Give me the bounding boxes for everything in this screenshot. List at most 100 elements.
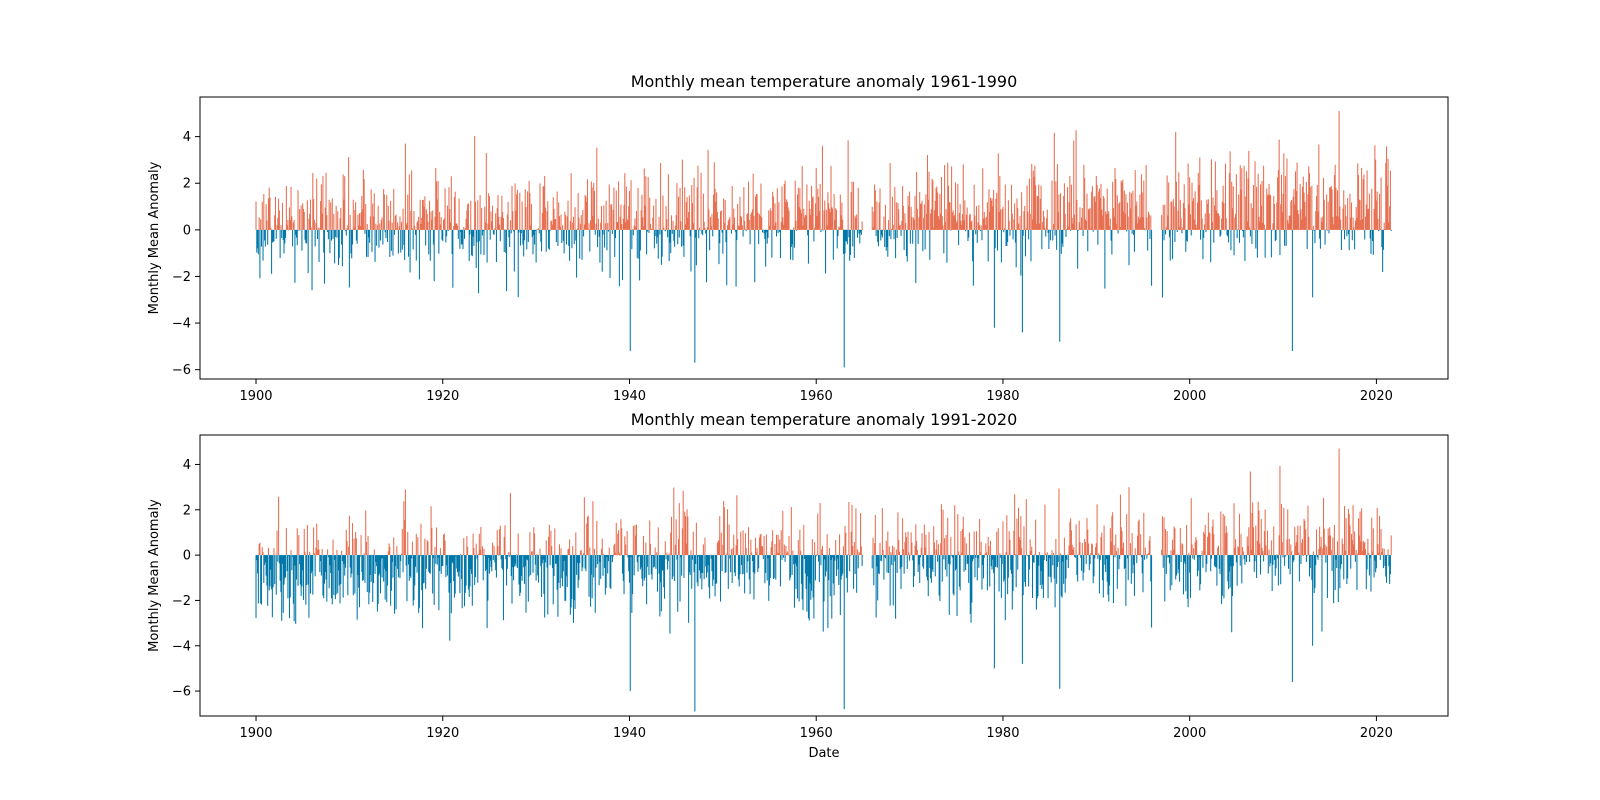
bar-2014-07 <box>1324 544 1326 556</box>
bar-2015-10 <box>1336 555 1338 568</box>
bar-1999-05 <box>1182 555 1184 595</box>
bar-1994-03 <box>1134 548 1136 556</box>
bar-1924-12 <box>488 193 490 230</box>
bar-1966-08 <box>877 229 879 242</box>
bar-1910-10 <box>355 538 357 556</box>
x-tick-label-1960: 1960 <box>800 726 833 741</box>
bar-2005-01 <box>1235 555 1237 563</box>
bar-1904-06 <box>296 229 298 246</box>
bar-1913-08 <box>382 229 384 245</box>
bar-1947-02 <box>695 229 697 238</box>
bar-2020-06 <box>1379 555 1381 560</box>
bar-1913-07 <box>381 217 383 230</box>
bar-1987-05 <box>1070 184 1072 230</box>
bar-1923-06 <box>474 136 476 230</box>
bar-1956-04 <box>780 530 782 556</box>
bar-1944-12 <box>674 225 676 230</box>
bar-1904-02 <box>293 555 295 622</box>
bar-2019-08 <box>1372 551 1374 556</box>
bar-1983-09 <box>1036 195 1038 230</box>
bar-2006-02 <box>1245 171 1248 230</box>
bar-2016-07 <box>1343 555 1345 580</box>
bar-1921-09 <box>457 229 459 239</box>
bar-2020-10 <box>1382 555 1384 569</box>
bar-2017-08 <box>1353 227 1355 230</box>
bar-1901-03 <box>266 220 268 230</box>
bar-1915-04 <box>397 555 399 578</box>
bar-1914-08 <box>391 222 393 230</box>
bar-1972-04 <box>930 555 932 579</box>
bar-1901-11 <box>272 229 274 242</box>
bar-1973-12 <box>945 534 947 556</box>
bar-2019-03 <box>1368 553 1370 556</box>
bar-1981-06 <box>1015 555 1017 588</box>
bar-1934-05 <box>576 229 578 278</box>
bar-1918-10 <box>430 211 432 230</box>
bar-1907-06 <box>324 555 326 572</box>
bar-1984-04 <box>1042 221 1044 230</box>
bar-2002-02 <box>1208 213 1210 230</box>
bar-1955-11 <box>776 552 778 556</box>
bar-1983-10 <box>1037 196 1039 230</box>
bar-1944-06 <box>670 532 672 556</box>
bar-1980-04 <box>1004 184 1006 230</box>
bar-2019-01 <box>1366 170 1368 230</box>
bar-1919-08 <box>438 555 440 611</box>
bar-1912-07 <box>372 555 374 602</box>
bar-1950-03 <box>723 223 725 230</box>
bar-1911-12 <box>366 555 368 593</box>
bar-1922-04 <box>463 226 465 230</box>
bar-1900-09 <box>261 201 263 230</box>
bar-1990-08 <box>1101 532 1103 556</box>
bar-1942-03 <box>649 197 651 230</box>
bar-2019-04 <box>1368 193 1370 230</box>
bar-1918-09 <box>429 229 431 261</box>
bar-1990-11 <box>1103 197 1105 230</box>
bar-2010-11 <box>1290 544 1292 556</box>
bar-1960-10 <box>822 229 824 231</box>
bar-2007-02 <box>1255 525 1257 556</box>
bar-1985-11 <box>1056 555 1058 567</box>
bar-1962-06 <box>838 555 840 585</box>
bar-1921-05 <box>454 191 456 230</box>
bar-1909-06 <box>343 199 345 230</box>
bar-1994-05 <box>1136 201 1138 230</box>
bar-1955-01 <box>769 555 771 586</box>
bar-1983-06 <box>1034 554 1036 556</box>
bar-1993-01 <box>1123 190 1125 230</box>
bar-1912-01 <box>367 535 369 556</box>
bar-1931-03 <box>546 555 548 568</box>
bar-1979-02 <box>993 555 995 669</box>
bar-1967-05 <box>884 229 886 248</box>
bar-1983-11 <box>1038 555 1040 566</box>
bar-1963-11 <box>851 181 853 230</box>
bar-2013-05 <box>1313 229 1315 231</box>
bar-1944-10 <box>673 229 675 241</box>
bar-1933-03 <box>565 555 567 601</box>
bar-1902-03 <box>275 229 277 239</box>
bar-1940-02 <box>629 229 631 352</box>
bar-1956-07 <box>783 224 785 230</box>
bar-1983-03 <box>1031 555 1034 598</box>
bar-1916-12 <box>413 555 415 601</box>
bar-1951-02 <box>732 224 734 230</box>
bar-1974-07 <box>951 555 953 556</box>
bar-1932-04 <box>556 555 558 590</box>
bar-1901-11 <box>272 555 274 588</box>
bar-2020-07 <box>1380 529 1382 556</box>
bar-1969-10 <box>906 229 908 262</box>
bar-1944-01 <box>666 552 668 556</box>
bar-1925-04 <box>491 221 493 230</box>
bar-1937-02 <box>601 538 603 556</box>
bar-1966-12 <box>880 229 882 241</box>
bar-1927-09 <box>513 229 515 272</box>
bar-1941-04 <box>640 555 642 568</box>
bar-1941-09 <box>644 555 646 578</box>
bar-2006-06 <box>1249 227 1251 230</box>
bar-1943-10 <box>663 229 666 231</box>
bar-1915-09 <box>401 229 403 250</box>
bar-1970-02 <box>909 555 911 556</box>
bar-1969-04 <box>902 518 904 556</box>
bar-1953-12 <box>758 214 760 230</box>
bar-1977-03 <box>975 206 978 230</box>
